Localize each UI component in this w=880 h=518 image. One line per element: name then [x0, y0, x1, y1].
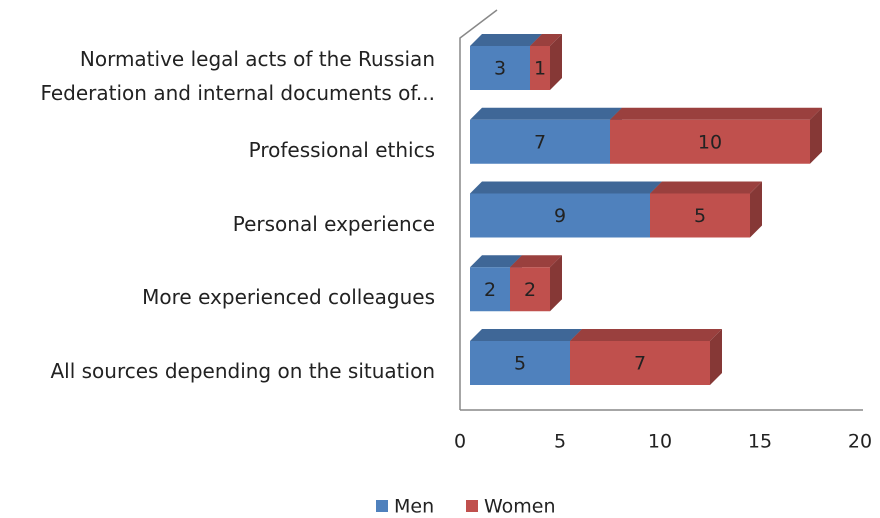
bar-side [810, 107, 822, 164]
bar-top [470, 107, 622, 120]
bar-front [510, 267, 550, 312]
bar-front [570, 341, 710, 385]
bar-side [710, 329, 722, 385]
value-label: 1 [534, 58, 546, 80]
bar-segment [650, 181, 762, 238]
value-label: 5 [694, 205, 706, 227]
x-tick-label: 20 [848, 431, 872, 453]
bar-segment [530, 34, 562, 90]
value-label: 7 [634, 353, 646, 375]
bar-front [650, 193, 750, 238]
legend-label: Women [484, 496, 556, 518]
bar-top [610, 107, 822, 120]
bar-segment [610, 107, 822, 164]
bar-top [650, 181, 762, 194]
value-label: 9 [554, 205, 566, 227]
bar-top [470, 255, 522, 268]
bar-front [530, 46, 550, 90]
value-label: 2 [524, 279, 536, 301]
category-label: Professional ethics [248, 137, 435, 162]
bar-front [610, 119, 810, 164]
bar-front [470, 46, 530, 90]
bar-top [470, 329, 582, 341]
bar-front [470, 119, 610, 164]
legend-label: Men [394, 496, 434, 518]
category-label: Normative legal acts of the Russian Fede… [40, 47, 435, 105]
value-label: 3 [494, 58, 506, 80]
bar-front [470, 193, 650, 238]
category-label: Personal experience [232, 211, 435, 236]
value-label: 7 [534, 131, 546, 153]
category-label: More experienced colleagues [142, 285, 435, 310]
bar-top [470, 34, 542, 46]
axes-frame [459, 9, 863, 411]
value-label: 2 [484, 279, 496, 301]
bar-top [470, 181, 662, 194]
legend-swatch [376, 500, 388, 512]
bar-segment [510, 255, 562, 312]
value-label: 5 [514, 353, 526, 375]
bar-segment [570, 329, 722, 385]
wall [459, 9, 498, 410]
bar-top [530, 34, 562, 46]
x-tick-label: 10 [648, 431, 672, 453]
bar-top [510, 255, 562, 268]
bar-top [570, 329, 722, 341]
bar-front [470, 267, 510, 312]
bar-segment [470, 181, 662, 238]
x-tick-label: 5 [554, 431, 566, 453]
category-label: All sources depending on the situation [50, 359, 435, 383]
value-label: 10 [698, 131, 722, 153]
bar-side [550, 34, 562, 90]
x-tick-label: 0 [454, 431, 466, 453]
bar-side [550, 255, 562, 312]
legend-swatch [466, 500, 478, 512]
x-tick-label: 15 [748, 431, 772, 453]
bar-side [750, 181, 762, 238]
bar-front [470, 341, 570, 385]
